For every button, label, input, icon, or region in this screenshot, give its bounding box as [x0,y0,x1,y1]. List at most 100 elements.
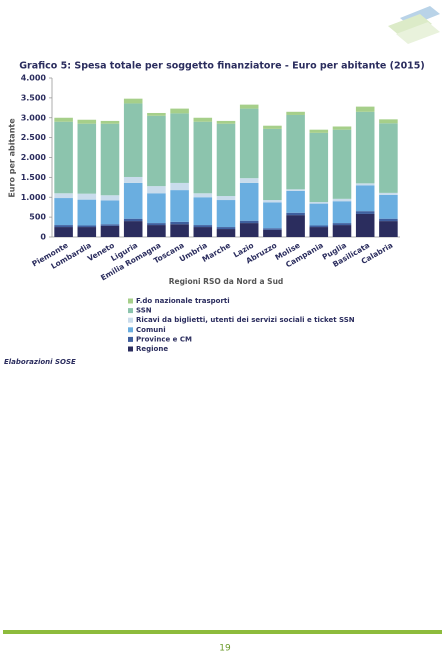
bar-segment [379,221,398,237]
bar-segment [193,227,213,237]
bar-segment [147,112,166,116]
bar-segment [170,113,189,183]
bar-segment [100,123,120,196]
bar-segment [216,200,236,228]
bar-segment [100,195,120,201]
legend-swatch [128,317,133,323]
bar-segment [263,202,282,229]
bar-segment [123,182,143,219]
y-tick-label: 4.000 [21,74,47,83]
y-tick-label: 1.500 [21,173,47,182]
bar-segment [147,193,166,224]
bar-segment [286,111,305,115]
bar-segment [239,104,259,109]
bar-segment [286,190,305,213]
legend-swatch [128,308,133,314]
bar-segment [100,225,120,237]
legend-label: SSN [136,307,152,315]
bar-segment [355,213,375,237]
bar-segment [239,182,259,221]
bar-segment [263,200,282,203]
bar-segment [263,128,282,201]
bar-segment [286,212,305,216]
bar-segment [54,198,73,226]
bar-segment [379,218,398,222]
legend-label: Province e CM [136,335,192,343]
bar-segment [332,198,352,202]
source-note: Elaborazioni SOSE [4,358,76,366]
bar-segment [100,120,120,124]
bar-segment [193,193,213,198]
bar-segment [216,196,236,201]
bar-segment [263,125,282,129]
bar-segment [309,227,329,237]
bar-segment [286,114,305,190]
bar-segment [332,225,352,237]
bar-segment [355,185,375,212]
bar-segment [54,227,73,237]
bar-segment [286,189,305,191]
bar-segment [239,220,259,224]
y-tick-label: 3.000 [21,113,47,122]
bar-segment [170,182,189,191]
page-number: 19 [219,644,231,653]
bar-segment [379,119,398,124]
bar-segment [379,192,398,195]
bar-segment [263,228,282,230]
bar-segment [170,108,189,114]
bar-segment [147,225,166,237]
bar-segment [309,202,329,204]
y-tick-label: 2.500 [21,133,47,142]
bar-segment [355,211,375,214]
bar-segment [309,225,329,228]
y-tick-label: 500 [29,213,46,222]
y-tick-label: 2.000 [21,153,47,162]
bar-segment [77,227,97,237]
bar-segment [286,215,305,237]
bar-segment [379,194,398,219]
bar-segment [332,129,352,199]
bar-segment [193,225,213,228]
bar-segment [355,183,375,186]
chart-title: Grafico 5: Spesa totale per soggetto fin… [19,61,425,72]
bar-segment [216,123,236,197]
logo [388,6,440,44]
bar-segment [216,227,236,230]
bar-segment [216,229,236,237]
bar-segment [77,193,97,200]
bar-segment [147,186,166,194]
bar-segment [193,117,213,122]
legend-swatch [128,327,133,333]
legend-swatch [128,346,133,352]
bar-segment [355,111,375,184]
legend-label: Ricavi da biglietti, utenti dei servizi … [136,316,355,324]
bar-segment [239,108,259,179]
y-tick-label: 1.000 [21,193,47,202]
bar-segment [123,221,143,237]
bar-segment [100,200,120,225]
bar-segment [379,123,398,193]
bar-segment [77,119,97,124]
footer-rule [3,630,442,634]
bar-segment [216,120,236,124]
legend-swatch [128,336,133,342]
legend-label: Regione [136,345,168,353]
x-axis-label: Regioni RSO da Nord a Sud [169,277,284,286]
bar-segment [170,190,189,222]
bar-segment [309,203,329,226]
bar-segment [239,178,259,183]
bar-segment [54,117,73,122]
bar-segment [332,201,352,224]
legend-label: Comuni [136,326,166,334]
bar-segment [77,225,97,228]
legend-swatch [128,298,133,304]
bar-segment [123,176,143,183]
bar-segment [54,225,73,228]
bar-segment [100,224,120,226]
bar-segment [193,197,213,226]
bar-segment [147,115,166,187]
bar-segment [193,121,213,194]
bar-segment [309,129,329,133]
